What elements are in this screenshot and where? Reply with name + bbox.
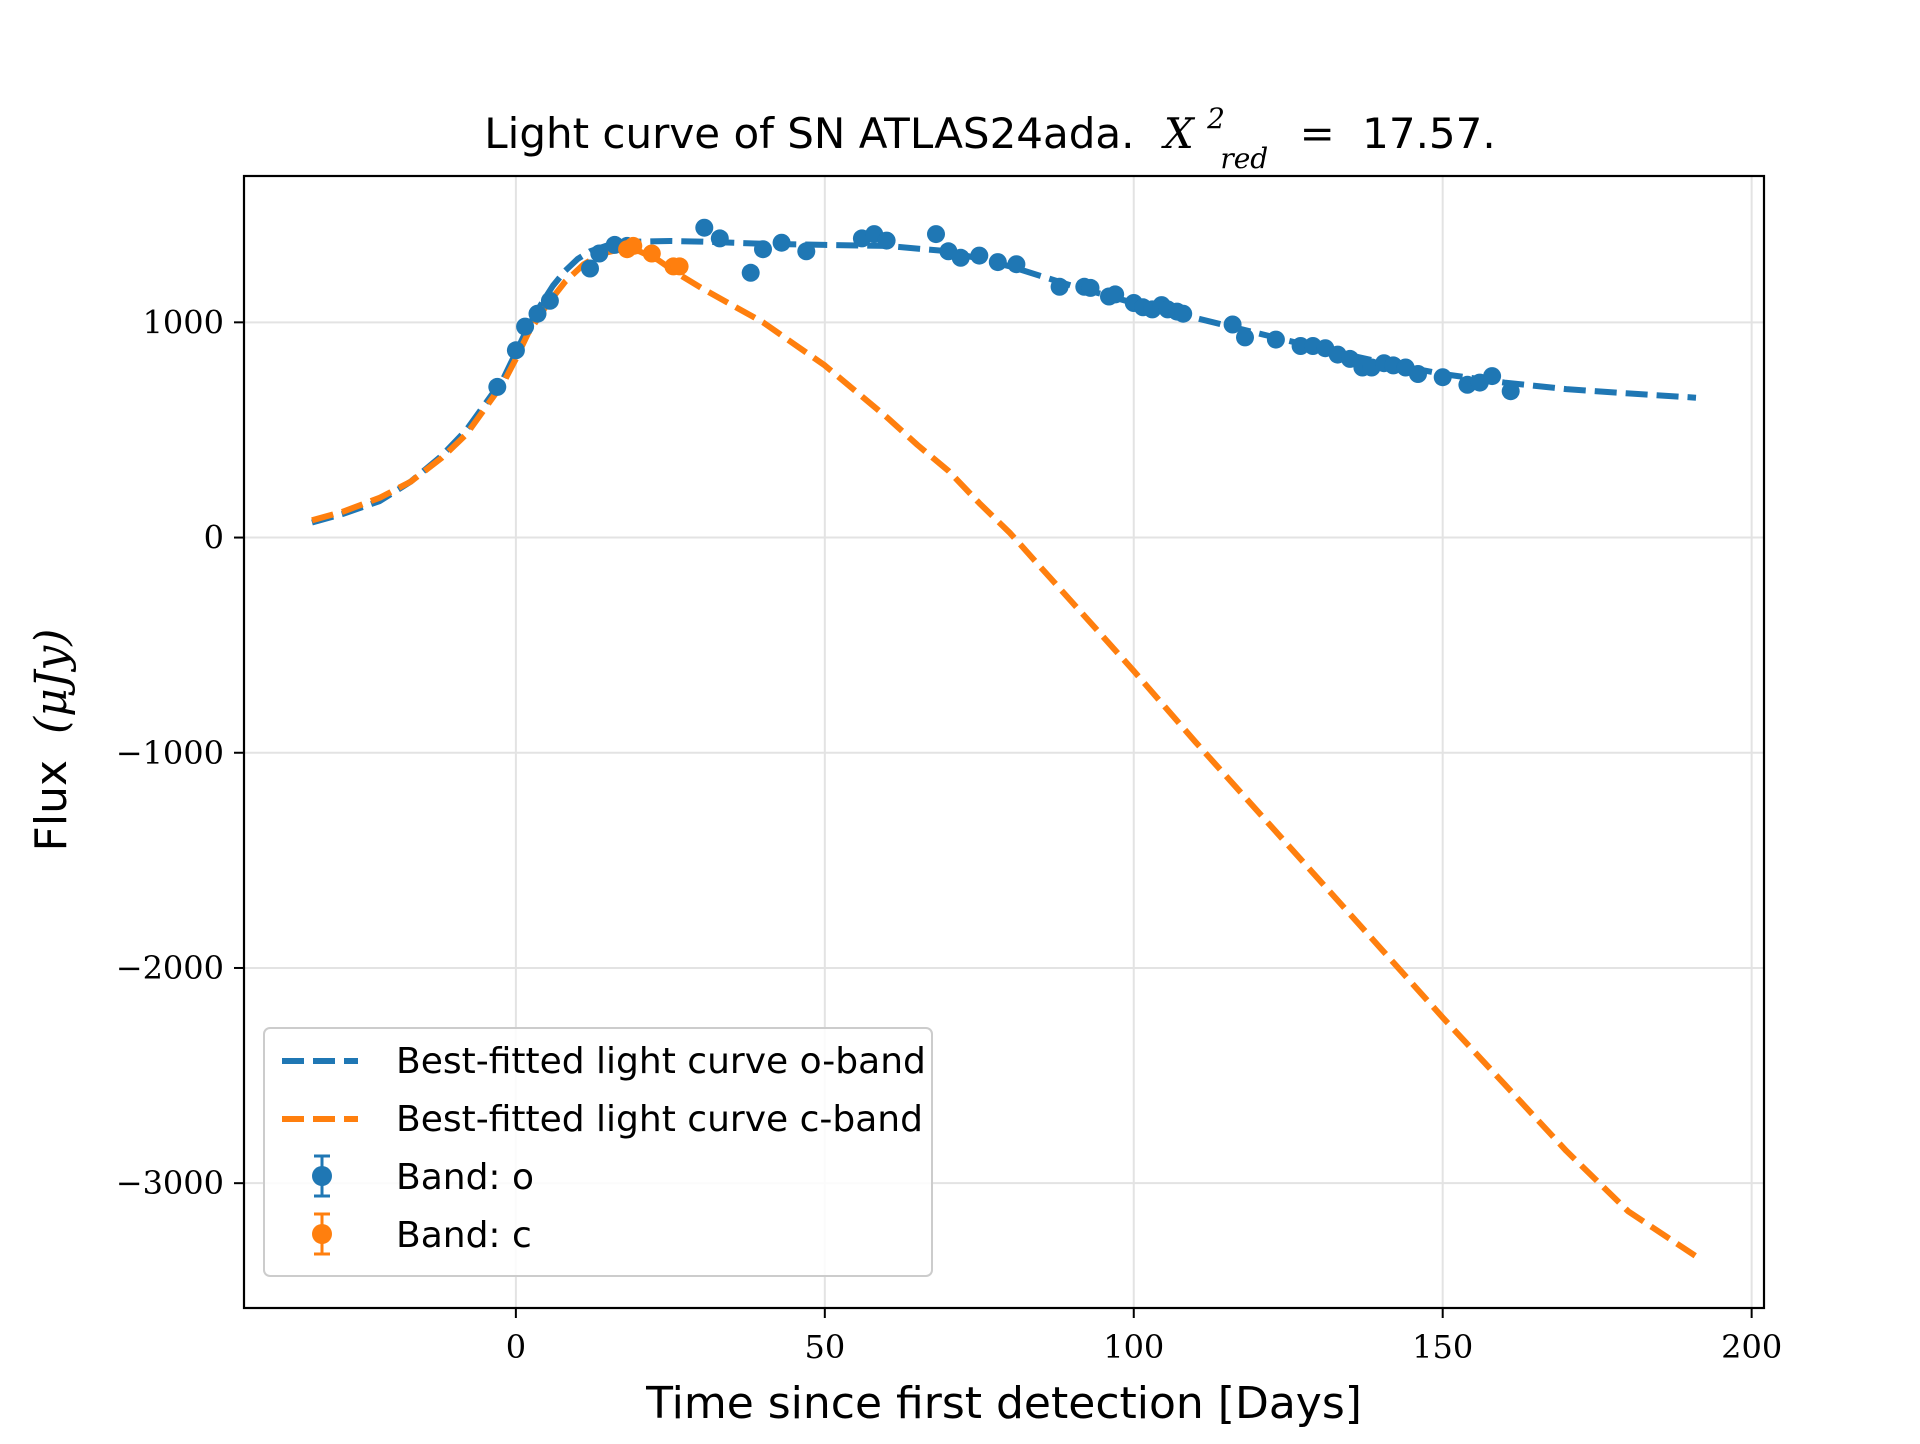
data-point-band-o-3 bbox=[528, 304, 547, 323]
chart-title-chi: X bbox=[1161, 109, 1196, 158]
plot-frame bbox=[242, 174, 1766, 1310]
data-point-band-o-9 bbox=[695, 218, 714, 237]
data-point-band-o-13 bbox=[772, 233, 791, 252]
y-axis-label-unit: (μJy) bbox=[26, 629, 77, 734]
data-point-band-o-5 bbox=[581, 259, 599, 278]
data-point-band-o-22 bbox=[988, 253, 1007, 272]
tick-layer: 0 50 100 150 200 1000 0 −1000 −2000 −3000 bbox=[116, 303, 1782, 1366]
data-point-band-o-18 bbox=[927, 225, 945, 244]
data-point-band-c-1 bbox=[624, 236, 643, 255]
data-point-band-c-4 bbox=[670, 257, 689, 276]
chart-title-equals: = bbox=[1300, 109, 1335, 158]
data-point-band-o-36 bbox=[1223, 315, 1242, 334]
chart-title-main: Light curve of SN ATLAS24ada. bbox=[484, 109, 1134, 158]
series-layer bbox=[311, 218, 1698, 1259]
data-point-band-o-20 bbox=[951, 248, 970, 267]
series-band-c bbox=[618, 236, 689, 276]
y-tick-label-2: −1000 bbox=[116, 734, 224, 772]
legend: Best-fitted light curve o-band Best-fitt… bbox=[263, 1027, 933, 1277]
chart-title-chi-sub: red bbox=[1220, 142, 1268, 175]
data-point-band-o-35 bbox=[1174, 304, 1193, 323]
legend-label-c-fit: Best-fitted light curve c-band bbox=[396, 1099, 923, 1140]
legend-marker-o bbox=[312, 1166, 332, 1186]
x-tick-label-3: 150 bbox=[1412, 1328, 1473, 1366]
data-point-band-o-14 bbox=[797, 242, 816, 261]
legend-box bbox=[263, 1027, 933, 1277]
data-point-band-o-17 bbox=[877, 231, 896, 250]
data-point-band-o-11 bbox=[741, 263, 760, 282]
data-point-band-o-26 bbox=[1081, 278, 1100, 297]
data-point-band-o-10 bbox=[710, 229, 729, 248]
y-axis-label-main: Flux bbox=[26, 760, 77, 851]
legend-marker-c bbox=[312, 1224, 332, 1244]
data-point-band-o-21 bbox=[970, 246, 989, 265]
chart-title-chi-value: 17.57. bbox=[1362, 109, 1496, 158]
data-point-band-o-12 bbox=[754, 240, 772, 259]
data-point-band-o-54 bbox=[1501, 382, 1520, 401]
chart-title-chi-sup: 2 bbox=[1206, 102, 1225, 135]
data-point-band-o-6 bbox=[590, 244, 609, 263]
chart-title: Light curve of SN ATLAS24ada. X 2 red = … bbox=[484, 89, 1495, 178]
legend-label-o-points: Band: o bbox=[396, 1157, 534, 1198]
data-point-band-o-24 bbox=[1050, 277, 1069, 296]
y-tick-label-0: 1000 bbox=[143, 303, 224, 341]
series-band-o bbox=[488, 218, 1520, 401]
y-tick-label-4: −3000 bbox=[116, 1164, 224, 1202]
x-tick-label-1: 50 bbox=[804, 1328, 845, 1366]
x-tick-label-0: 0 bbox=[506, 1328, 526, 1366]
data-point-band-o-23 bbox=[1007, 255, 1026, 274]
data-point-band-o-39 bbox=[1291, 337, 1310, 355]
data-point-band-o-2 bbox=[516, 317, 535, 336]
x-axis-label: Time since first detection [Days] bbox=[645, 1378, 1362, 1429]
x-tick-label-2: 100 bbox=[1103, 1328, 1164, 1366]
data-point-band-o-50 bbox=[1433, 368, 1452, 387]
data-point-band-o-4 bbox=[540, 291, 559, 310]
y-tick-label-1: 0 bbox=[204, 519, 224, 557]
legend-label-o-fit: Best-fitted light curve o-band bbox=[396, 1041, 926, 1082]
data-point-band-o-1 bbox=[506, 341, 525, 360]
data-point-band-o-37 bbox=[1236, 328, 1254, 347]
legend-label-c-points: Band: c bbox=[396, 1215, 532, 1256]
data-point-band-o-0 bbox=[488, 377, 507, 396]
y-axis-label: Flux (μJy) bbox=[26, 629, 77, 852]
data-point-band-c-2 bbox=[642, 244, 661, 263]
data-point-band-o-53 bbox=[1483, 367, 1502, 386]
data-point-band-o-28 bbox=[1106, 285, 1125, 304]
y-tick-label-3: −2000 bbox=[116, 949, 224, 987]
x-tick-label-4: 200 bbox=[1721, 1328, 1782, 1366]
data-point-band-o-49 bbox=[1409, 365, 1427, 383]
data-point-band-o-38 bbox=[1266, 330, 1285, 349]
